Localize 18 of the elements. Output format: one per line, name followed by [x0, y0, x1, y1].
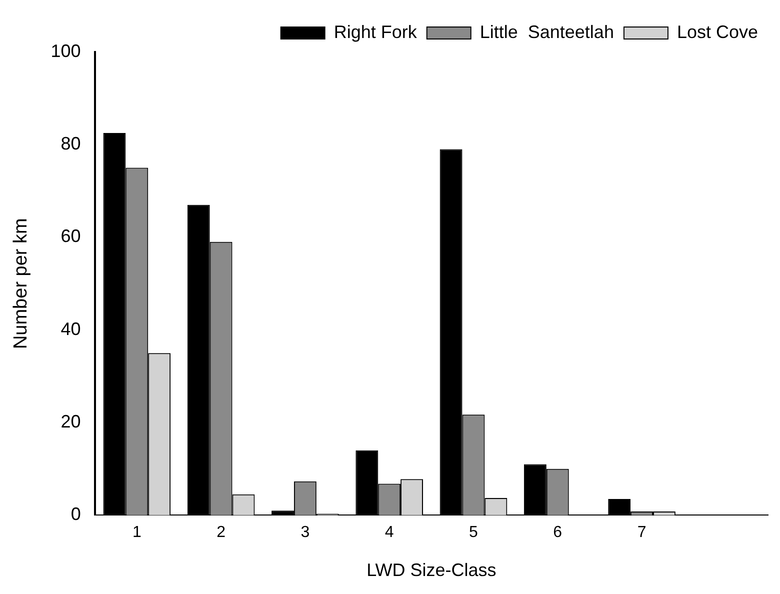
- legend-label: Right Fork: [334, 22, 418, 42]
- x-tick-label: 6: [553, 524, 562, 542]
- x-tick-label: 7: [637, 524, 646, 542]
- x-tick-label: 2: [216, 524, 226, 542]
- legend-label: Little Santeetlah: [480, 22, 614, 42]
- x-tick-label: 4: [384, 524, 394, 542]
- x-tick-label: 5: [469, 524, 478, 542]
- legend-label: Lost Cove: [676, 22, 758, 42]
- y-tick-label: 40: [60, 318, 81, 339]
- x-tick-label: 3: [300, 524, 310, 542]
- x-axis-title: LWD Size-Class: [366, 560, 496, 580]
- y-axis-title: Number per km: [10, 218, 32, 350]
- y-tick-label: 80: [60, 134, 81, 154]
- y-tick-label: 20: [60, 412, 81, 432]
- y-tick-label: 0: [70, 504, 81, 524]
- y-tick-label: 100: [50, 40, 81, 61]
- y-tick-label: 60: [60, 226, 81, 246]
- x-tick-label: 1: [132, 524, 142, 542]
